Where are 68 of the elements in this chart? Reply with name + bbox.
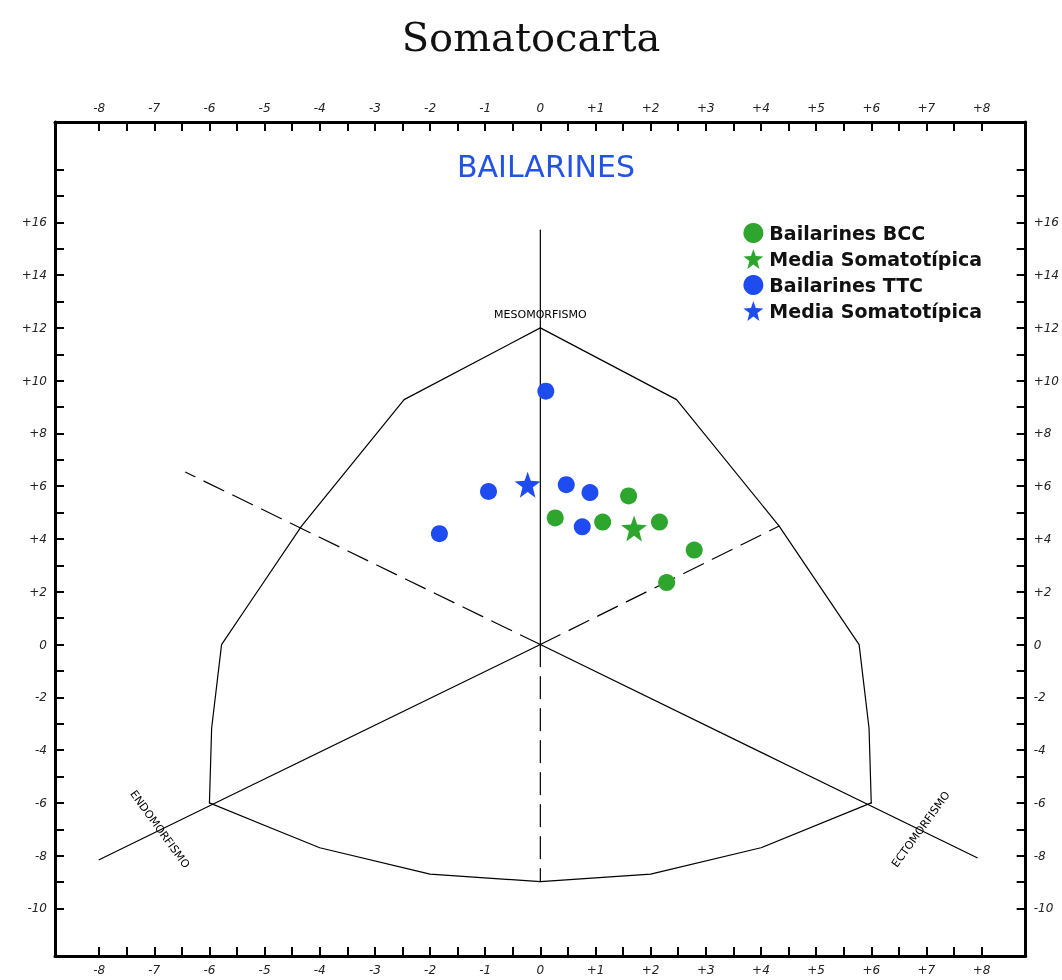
x-tick-label: +8 — [972, 963, 991, 977]
x-tick-label: +1 — [586, 963, 605, 977]
x-tick-label: +7 — [917, 963, 936, 977]
y-tick-label: +14 — [21, 268, 47, 283]
x2-tick-label: +8 — [972, 101, 991, 115]
legend-label: Bailarines TTC — [769, 274, 924, 296]
x2-tick-label: -2 — [424, 101, 437, 115]
x2-tick-label: +6 — [862, 101, 881, 115]
y2-tick-label: -6 — [1033, 795, 1047, 810]
text: BAILARINES — [456, 148, 636, 184]
y-tick-label: +16 — [21, 215, 48, 230]
y2-tick-label: 0 — [1033, 637, 1042, 652]
y2-tick-label: +6 — [1033, 479, 1052, 494]
x-tick-label: 0 — [536, 963, 545, 977]
y-tick-label: 0 — [39, 637, 48, 652]
chart-title: Somatocarta — [401, 14, 661, 60]
y-tick-label: -10 — [27, 901, 48, 916]
y2-tick-label: +14 — [1033, 268, 1059, 283]
y2-tick-label: -2 — [1033, 690, 1046, 705]
x2-tick-label: +7 — [917, 101, 936, 115]
x-tick-label: +2 — [641, 963, 660, 977]
y-tick-label: +10 — [21, 373, 48, 388]
x-tick-label: +4 — [752, 963, 770, 977]
y-tick-label: +2 — [29, 584, 47, 599]
legend-label: Bailarines BCC — [769, 222, 926, 244]
x-tick-label: +5 — [807, 963, 825, 977]
legend-label: Media Somatotípica — [769, 248, 983, 270]
x-tick-label: -4 — [313, 963, 326, 977]
x2-tick-label: +2 — [641, 101, 660, 115]
x2-tick-label: -5 — [258, 101, 271, 115]
y-tick-label: -6 — [35, 795, 48, 810]
y-tick-label: -4 — [35, 743, 47, 758]
y2-tick-label: +12 — [1033, 320, 1059, 335]
x2-tick-label: +1 — [586, 101, 605, 115]
x2-tick-label: +5 — [807, 101, 825, 115]
y-tick-label: +6 — [29, 479, 48, 494]
x-tick-label: -7 — [148, 963, 161, 977]
x-tick-label: -1 — [479, 963, 492, 977]
x2-tick-label: -1 — [479, 101, 492, 115]
y2-tick-label: +2 — [1033, 584, 1052, 599]
y2-tick-label: +8 — [1033, 426, 1052, 441]
x-tick-label: -5 — [258, 963, 271, 977]
y-tick-label: +8 — [29, 426, 48, 441]
y2-tick-label: +16 — [1033, 215, 1060, 230]
x-tick-label: +3 — [696, 963, 715, 977]
x2-tick-label: -6 — [203, 101, 216, 115]
x2-tick-label: -8 — [93, 101, 106, 115]
y2-tick-label: -10 — [1033, 901, 1054, 916]
x-tick-label: -2 — [424, 963, 437, 977]
x-tick-label: -3 — [368, 963, 381, 977]
x2-tick-label: -3 — [368, 101, 381, 115]
x-tick-label: -6 — [203, 963, 216, 977]
x2-tick-label: 0 — [536, 101, 545, 115]
x-tick-label: -8 — [93, 963, 106, 977]
legend-label: Media Somatotípica — [769, 300, 983, 322]
x2-tick-label: +4 — [752, 101, 770, 115]
y-tick-label: +12 — [21, 320, 47, 335]
y-tick-label: -2 — [35, 690, 47, 705]
x2-tick-label: +3 — [696, 101, 715, 115]
y2-tick-label: -8 — [1033, 848, 1047, 863]
y2-tick-label: -4 — [1033, 743, 1046, 758]
y-tick-label: -8 — [35, 848, 48, 863]
y-tick-label: +4 — [29, 532, 47, 546]
y2-tick-label: +4 — [1033, 532, 1052, 546]
y2-tick-label: +10 — [1033, 373, 1060, 388]
x2-tick-label: -4 — [313, 101, 326, 115]
x-tick-label: +6 — [862, 963, 881, 977]
x2-tick-label: -7 — [148, 101, 161, 115]
